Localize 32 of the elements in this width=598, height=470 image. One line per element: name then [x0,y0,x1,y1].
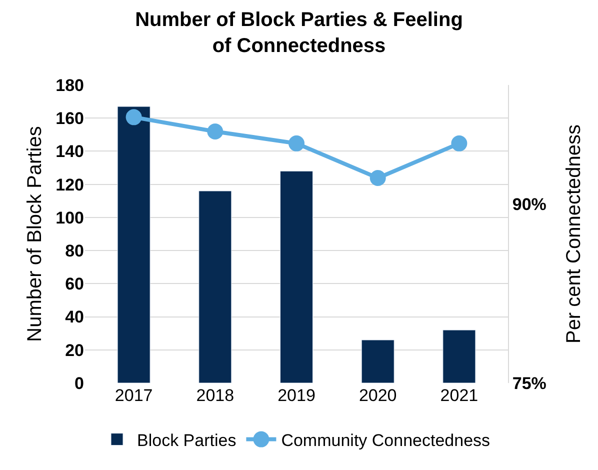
x-tick-label: 2017 [114,386,153,405]
point [207,123,224,140]
bar [280,170,314,383]
y-tick-label: 160 [56,109,84,128]
point [451,135,468,152]
y-axis-title: Number of Block Parties [24,126,46,342]
y-tick-label: 120 [56,175,84,194]
bar [442,330,476,383]
chart-title: Number of Block Parties & Feeling of Connectedness [135,8,463,57]
x-tick-label: 2021 [440,386,478,405]
bar [198,190,232,383]
y2-tick-label: 90% [512,195,546,214]
x-tick-label: 2018 [196,386,234,405]
legend-label: Community Connectedness [281,430,490,450]
x-tick-label: 2020 [358,386,397,405]
legend-label: Block Parties [137,430,236,450]
bar [117,106,150,383]
y-tick-label: 80 [65,242,84,261]
point [288,135,304,152]
point [126,109,142,126]
point [370,170,386,186]
y-tick-label: 180 [56,76,84,95]
x-tick-label: 2019 [278,386,316,405]
y-tick-label: 40 [65,308,84,327]
y-tick-label: 20 [65,340,84,360]
y-tick-label: 0 [74,374,84,393]
y-tick-label: 140 [56,142,84,162]
y-tick-label: 100 [56,208,84,228]
y2-tick-label: 75% [512,374,546,393]
y-tick-label: 60 [65,274,84,294]
bar [361,340,394,383]
y2-axis-title: Per cent Connectedness [562,124,585,344]
